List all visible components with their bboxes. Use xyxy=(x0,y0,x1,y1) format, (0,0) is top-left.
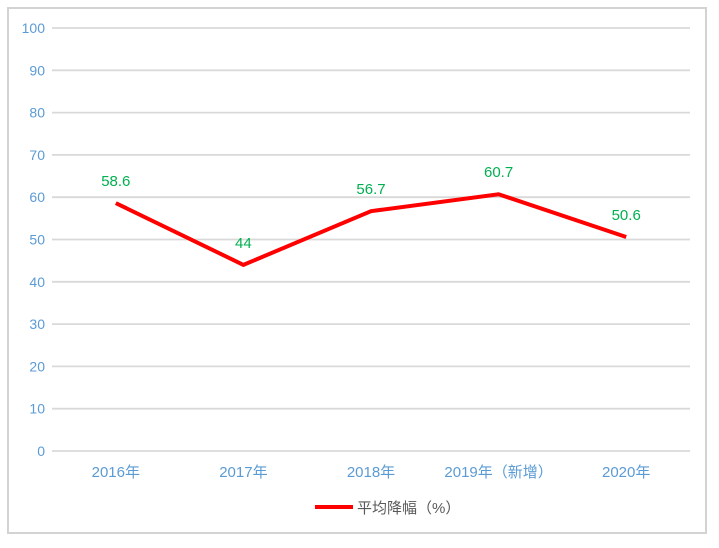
x-axis-tick-label: 2018年 xyxy=(347,464,395,481)
data-point-label: 60.7 xyxy=(484,164,513,181)
x-axis-tick-label: 2016年 xyxy=(92,464,140,481)
x-axis-tick-label: 2020年 xyxy=(602,464,650,481)
y-axis-tick-label: 30 xyxy=(29,316,45,332)
y-axis-tick-label: 50 xyxy=(29,232,45,248)
data-point-label: 50.6 xyxy=(612,207,641,224)
x-axis-tick-label: 2017年 xyxy=(219,464,267,481)
y-axis-tick-label: 10 xyxy=(29,401,45,417)
series-line xyxy=(114,192,627,268)
chart-frame xyxy=(7,7,707,534)
data-point-label: 44 xyxy=(235,235,252,252)
x-axis-labels-group: 2016年 2017年 2018年 2019年（新增） 2020年 xyxy=(92,464,651,481)
y-axis-tick-label: 20 xyxy=(29,358,45,374)
series-group xyxy=(114,192,627,268)
data-labels-group: 58.6 44 56.7 60.7 50.6 xyxy=(101,164,641,252)
gridlines-group xyxy=(52,27,690,452)
y-axis-labels-group: 0 10 20 30 40 50 60 70 80 90 100 xyxy=(22,20,46,459)
legend-label: 平均降幅（%） xyxy=(357,500,460,517)
x-axis-tick-label: 2019年（新增） xyxy=(444,464,552,481)
data-point-label: 56.7 xyxy=(356,181,385,198)
y-axis-tick-label: 100 xyxy=(22,20,46,36)
y-axis-tick-label: 40 xyxy=(29,274,45,290)
data-point-label: 58.6 xyxy=(101,173,130,190)
y-axis-tick-label: 60 xyxy=(29,189,45,205)
y-axis-tick-label: 70 xyxy=(29,147,45,163)
legend: 平均降幅（%） xyxy=(315,500,460,517)
y-axis-tick-label: 0 xyxy=(37,443,45,459)
y-axis-tick-label: 80 xyxy=(29,105,45,121)
y-axis-tick-label: 90 xyxy=(29,62,45,78)
